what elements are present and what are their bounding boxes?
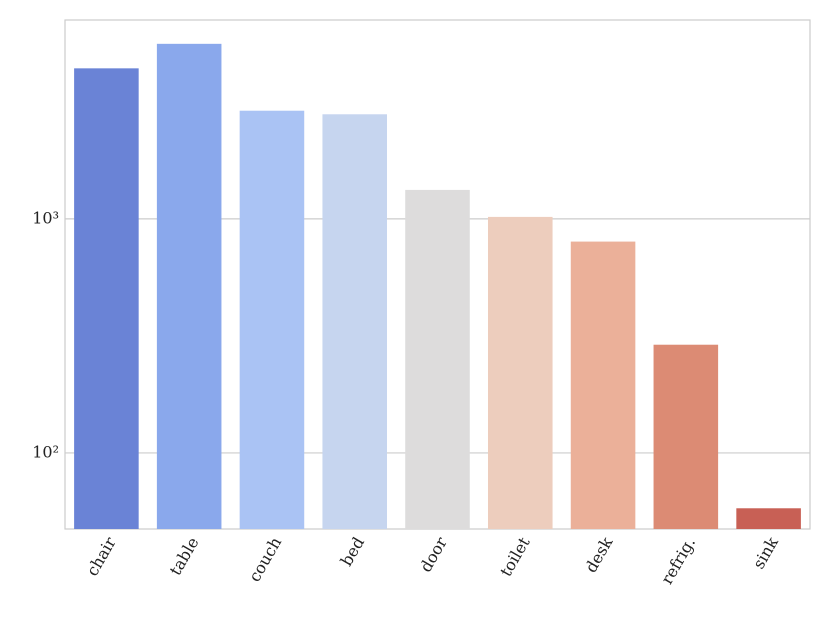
bar	[322, 114, 388, 530]
bar	[156, 43, 222, 529]
x-tick-label: table	[166, 534, 203, 579]
bar	[653, 344, 719, 529]
bar	[570, 241, 636, 529]
bar	[487, 216, 553, 529]
bar	[736, 508, 801, 529]
x-tick-label: refrig.	[657, 534, 699, 588]
x-tick-label: couch	[245, 534, 286, 585]
bar	[239, 110, 305, 530]
x-tick-label: chair	[83, 533, 120, 579]
x-tick-label: desk	[581, 533, 616, 575]
bar	[405, 189, 470, 529]
x-tick-label: bed	[337, 534, 368, 569]
x-tick-label: toilet	[496, 533, 534, 580]
y-tick-label: 10²	[32, 442, 59, 461]
bar	[74, 68, 139, 529]
x-tick-label: sink	[749, 533, 782, 572]
y-tick-label: 10³	[32, 208, 59, 227]
x-tick-label: door	[416, 533, 451, 575]
